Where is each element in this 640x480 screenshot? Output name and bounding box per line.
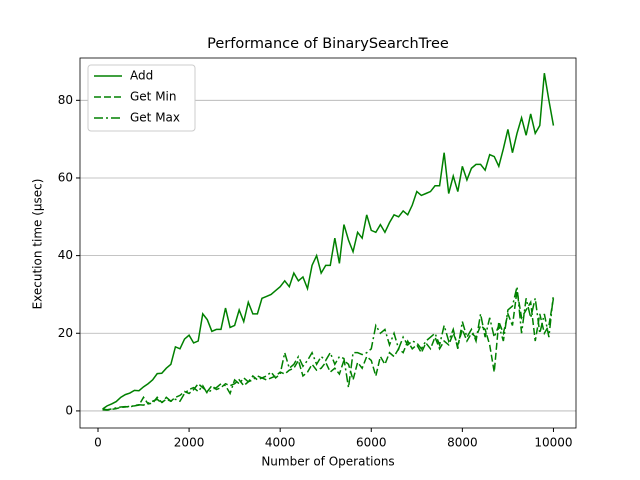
y-tick-label: 0 xyxy=(65,403,73,417)
legend-label: Get Min xyxy=(130,90,177,104)
plot-frame xyxy=(79,57,577,429)
legend-label: Get Max xyxy=(130,111,180,125)
y-tick-label: 60 xyxy=(58,170,73,184)
x-axis-label: Number of Operations xyxy=(261,455,394,469)
x-tick-label: 8000 xyxy=(447,436,478,450)
x-tick-label: 10000 xyxy=(534,436,572,450)
legend-box xyxy=(87,64,196,132)
x-tick-label: 4000 xyxy=(265,436,296,450)
y-tick-label: 80 xyxy=(58,93,73,107)
x-tick-label: 6000 xyxy=(356,436,387,450)
y-tick-label: 40 xyxy=(58,248,73,262)
y-axis-label: Execution time (μsec) xyxy=(31,179,45,310)
series-line xyxy=(102,286,555,411)
x-tick-label: 2000 xyxy=(174,436,205,450)
series-line xyxy=(102,290,555,411)
series-line xyxy=(102,73,555,410)
x-tick-label: 0 xyxy=(94,436,102,450)
y-tick-label: 20 xyxy=(58,326,73,340)
chart-title: Performance of BinarySearchTree xyxy=(207,36,449,52)
legend-label: Add xyxy=(130,69,153,83)
